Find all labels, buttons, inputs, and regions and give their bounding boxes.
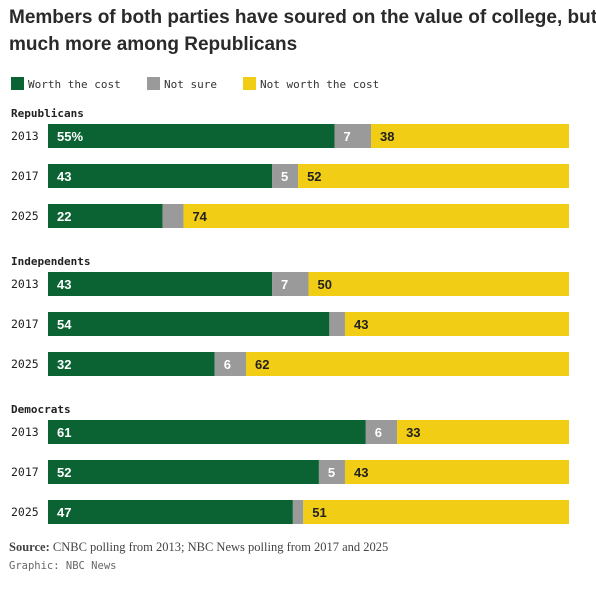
year-label: 2013 xyxy=(11,129,39,143)
bar-segment xyxy=(365,420,398,444)
data-label: 51 xyxy=(312,505,326,520)
data-label: 43 xyxy=(354,465,368,480)
bar-segment xyxy=(48,204,163,228)
data-label: 6 xyxy=(375,425,382,440)
legend-label: Not worth the cost xyxy=(260,78,379,91)
data-label: 43 xyxy=(57,169,71,184)
bar-segment xyxy=(371,124,569,148)
data-label: 5 xyxy=(328,465,335,480)
data-label: 5 xyxy=(281,169,288,184)
data-label: 7 xyxy=(281,277,288,292)
data-label: 7 xyxy=(344,129,351,144)
bar-segment xyxy=(48,272,273,296)
data-label: 43 xyxy=(57,277,71,292)
data-label: 52 xyxy=(57,465,71,480)
year-label: 2013 xyxy=(11,277,39,291)
bar-segment xyxy=(344,312,569,336)
bar-segment xyxy=(308,272,569,296)
bar-segment xyxy=(298,164,569,188)
bar-segment xyxy=(183,204,569,228)
bar-segment xyxy=(48,312,330,336)
data-label: 54 xyxy=(57,317,72,332)
source-text: CNBC polling from 2013; NBC News polling… xyxy=(50,540,389,554)
source-note: Source: CNBC polling from 2013; NBC News… xyxy=(9,540,388,554)
graphic-credit: Graphic: NBC News xyxy=(9,560,116,572)
data-label: 74 xyxy=(192,209,207,224)
year-label: 2017 xyxy=(11,169,39,183)
data-label: 6 xyxy=(224,357,231,372)
bar-segment xyxy=(292,500,304,524)
bar-segment xyxy=(329,312,345,336)
bar-segment xyxy=(214,352,246,376)
bar-segment xyxy=(48,352,215,376)
bar-segment xyxy=(245,352,570,376)
year-label: 2017 xyxy=(11,465,39,479)
bar-segment xyxy=(272,164,299,188)
data-label: 55% xyxy=(57,129,83,144)
bar-segment xyxy=(48,164,273,188)
source-label: Source: xyxy=(9,540,50,554)
data-label: 61 xyxy=(57,425,71,440)
data-label: 32 xyxy=(57,357,71,372)
bar-segment xyxy=(318,460,345,484)
data-label: 43 xyxy=(354,317,368,332)
legend-swatch xyxy=(147,77,160,90)
bar-segment xyxy=(334,124,372,148)
chart-title: much more among Republicans xyxy=(9,34,297,55)
bar-segment xyxy=(48,124,335,148)
data-label: 62 xyxy=(255,357,269,372)
group-label: Republicans xyxy=(11,107,84,120)
legend-swatch xyxy=(11,77,24,90)
data-label: 38 xyxy=(380,129,394,144)
group-label: Independents xyxy=(11,255,90,268)
data-label: 47 xyxy=(57,505,71,520)
bar-segment xyxy=(48,460,319,484)
bar-segment xyxy=(397,420,569,444)
bar-segment xyxy=(344,460,569,484)
year-label: 2025 xyxy=(11,209,39,223)
group-label: Democrats xyxy=(11,403,71,416)
bar-segment xyxy=(272,272,309,296)
legend-label: Not sure xyxy=(164,78,217,91)
bar-segment xyxy=(48,420,366,444)
year-label: 2013 xyxy=(11,425,39,439)
bar-segment xyxy=(48,500,293,524)
chart-title: Members of both parties have soured on t… xyxy=(9,7,596,28)
bar-segment xyxy=(303,500,569,524)
data-label: 52 xyxy=(307,169,321,184)
data-label: 50 xyxy=(318,277,332,292)
legend-swatch xyxy=(243,77,256,90)
data-label: 22 xyxy=(57,209,71,224)
bar-segment xyxy=(162,204,184,228)
data-label: 33 xyxy=(406,425,420,440)
year-label: 2025 xyxy=(11,357,39,371)
year-label: 2017 xyxy=(11,317,39,331)
legend-label: Worth the cost xyxy=(28,78,121,91)
year-label: 2025 xyxy=(11,505,39,519)
